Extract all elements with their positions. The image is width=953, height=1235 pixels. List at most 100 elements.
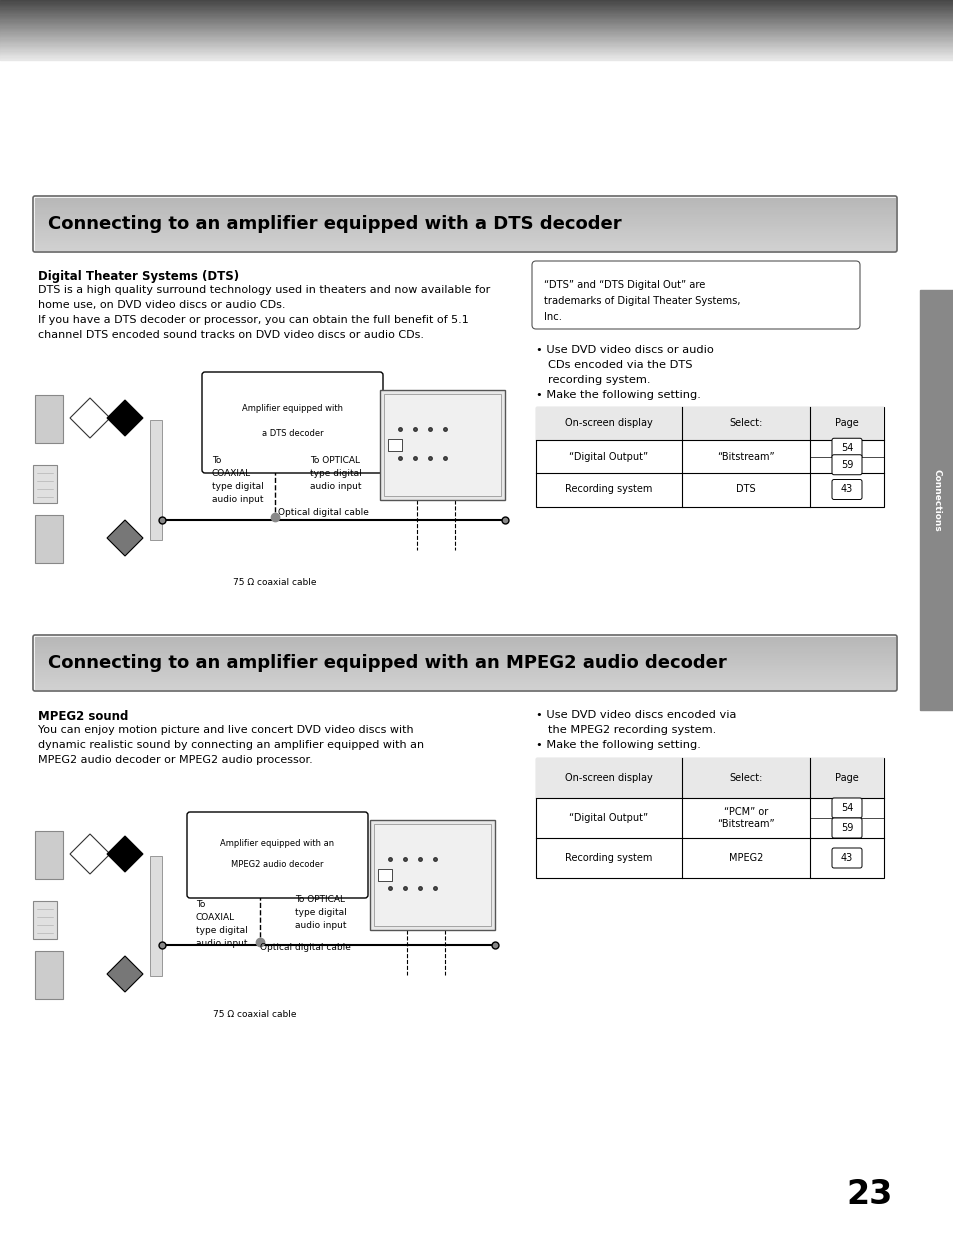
Text: recording system.: recording system.: [547, 375, 650, 385]
Bar: [35, 236, 894, 238]
Text: If you have a DTS decoder or processor, you can obtain the full benefit of 5.1: If you have a DTS decoder or processor, …: [38, 315, 468, 325]
Text: Page: Page: [834, 773, 858, 783]
Bar: [35, 212, 894, 214]
Text: Connections: Connections: [931, 468, 941, 531]
Bar: [35, 200, 894, 201]
Polygon shape: [70, 834, 110, 874]
Bar: [35, 515, 63, 563]
Bar: [35, 248, 894, 249]
Bar: [35, 831, 63, 879]
Text: To: To: [212, 456, 221, 466]
Bar: [35, 663, 894, 664]
Text: “Bitstream”: “Bitstream”: [717, 452, 774, 462]
Text: type digital: type digital: [310, 469, 361, 478]
Text: Digital Theater Systems (DTS): Digital Theater Systems (DTS): [38, 270, 239, 283]
Text: channel DTS encoded sound tracks on DVD video discs or audio CDs.: channel DTS encoded sound tracks on DVD …: [38, 330, 423, 340]
Text: audio input: audio input: [195, 939, 247, 948]
Bar: [35, 678, 894, 680]
Text: audio input: audio input: [294, 921, 346, 930]
FancyBboxPatch shape: [831, 848, 862, 868]
FancyBboxPatch shape: [532, 261, 859, 329]
Text: audio input: audio input: [212, 495, 263, 504]
FancyBboxPatch shape: [187, 811, 368, 898]
Bar: [35, 669, 894, 672]
Polygon shape: [107, 836, 143, 872]
Text: the MPEG2 recording system.: the MPEG2 recording system.: [547, 725, 716, 735]
Text: Connecting to an amplifier equipped with a DTS decoder: Connecting to an amplifier equipped with…: [48, 215, 621, 233]
Text: 59: 59: [840, 823, 852, 832]
FancyBboxPatch shape: [831, 798, 862, 818]
Polygon shape: [107, 400, 143, 436]
Bar: [536, 758, 883, 798]
Text: either.: either.: [425, 911, 454, 920]
Text: Inc.: Inc.: [543, 312, 561, 322]
Bar: [35, 238, 894, 240]
Bar: [35, 205, 894, 206]
Text: COAXIAL: COAXIAL: [195, 913, 234, 923]
Text: On-screen display: On-screen display: [564, 773, 652, 783]
Bar: [35, 235, 894, 236]
Bar: [35, 226, 894, 227]
Text: audio input: audio input: [310, 482, 361, 492]
Text: “Digital Output”: “Digital Output”: [569, 813, 648, 823]
Text: trademarks of Digital Theater Systems,: trademarks of Digital Theater Systems,: [543, 296, 740, 306]
Bar: [536, 758, 883, 878]
Bar: [150, 856, 162, 976]
Bar: [374, 824, 491, 926]
Bar: [35, 656, 894, 658]
Bar: [35, 638, 894, 641]
Bar: [35, 247, 894, 248]
Text: Recording system: Recording system: [565, 853, 652, 863]
Text: DTS: DTS: [736, 484, 755, 494]
Bar: [33, 466, 57, 503]
Bar: [35, 232, 894, 235]
Text: dynamic realistic sound by connecting an amplifier equipped with an: dynamic realistic sound by connecting an…: [38, 740, 424, 750]
Polygon shape: [107, 520, 143, 556]
Bar: [35, 245, 894, 247]
Text: • Make the following setting.: • Make the following setting.: [536, 740, 700, 750]
Text: “DTS” and “DTS Digital Out” are: “DTS” and “DTS Digital Out” are: [543, 280, 704, 290]
Text: type digital: type digital: [212, 482, 263, 492]
Bar: [35, 680, 894, 682]
Bar: [35, 230, 894, 231]
Polygon shape: [70, 398, 110, 438]
Text: Optical digital cable: Optical digital cable: [277, 508, 369, 517]
Text: Connect: Connect: [421, 898, 458, 906]
Text: DTS is a high quality surround technology used in theaters and now available for: DTS is a high quality surround technolog…: [38, 285, 490, 295]
Text: Select:: Select:: [728, 773, 761, 783]
Bar: [35, 637, 894, 638]
Bar: [35, 231, 894, 232]
Bar: [35, 217, 894, 219]
Bar: [35, 668, 894, 669]
Bar: [35, 224, 894, 226]
Text: a DTS decoder: a DTS decoder: [261, 430, 323, 438]
Text: To OPTICAL: To OPTICAL: [294, 895, 345, 904]
Bar: [35, 643, 894, 646]
Bar: [919, 290, 953, 710]
Text: MPEG2 audio decoder: MPEG2 audio decoder: [231, 860, 323, 869]
Text: 75 Ω coaxial cable: 75 Ω coaxial cable: [233, 578, 316, 587]
Text: either.: either.: [437, 468, 466, 477]
Bar: [35, 672, 894, 673]
Bar: [377, 869, 392, 881]
Text: “Bitstream”: “Bitstream”: [717, 819, 774, 829]
Text: You can enjoy motion picture and live concert DVD video discs with: You can enjoy motion picture and live co…: [38, 725, 414, 735]
Text: CDs encoded via the DTS: CDs encoded via the DTS: [547, 359, 692, 370]
Bar: [35, 395, 63, 443]
Bar: [35, 241, 894, 243]
Bar: [35, 667, 894, 668]
Text: Recording system: Recording system: [565, 484, 652, 494]
Bar: [35, 209, 894, 210]
Text: To: To: [195, 900, 205, 909]
Text: type digital: type digital: [195, 926, 248, 935]
Bar: [35, 243, 894, 245]
Text: 43: 43: [840, 853, 852, 863]
Bar: [35, 214, 894, 215]
Bar: [35, 677, 894, 678]
Bar: [35, 227, 894, 230]
Text: MPEG2: MPEG2: [728, 853, 762, 863]
Bar: [35, 658, 894, 659]
Text: 54: 54: [840, 803, 852, 813]
Bar: [35, 204, 894, 205]
Bar: [35, 651, 894, 652]
